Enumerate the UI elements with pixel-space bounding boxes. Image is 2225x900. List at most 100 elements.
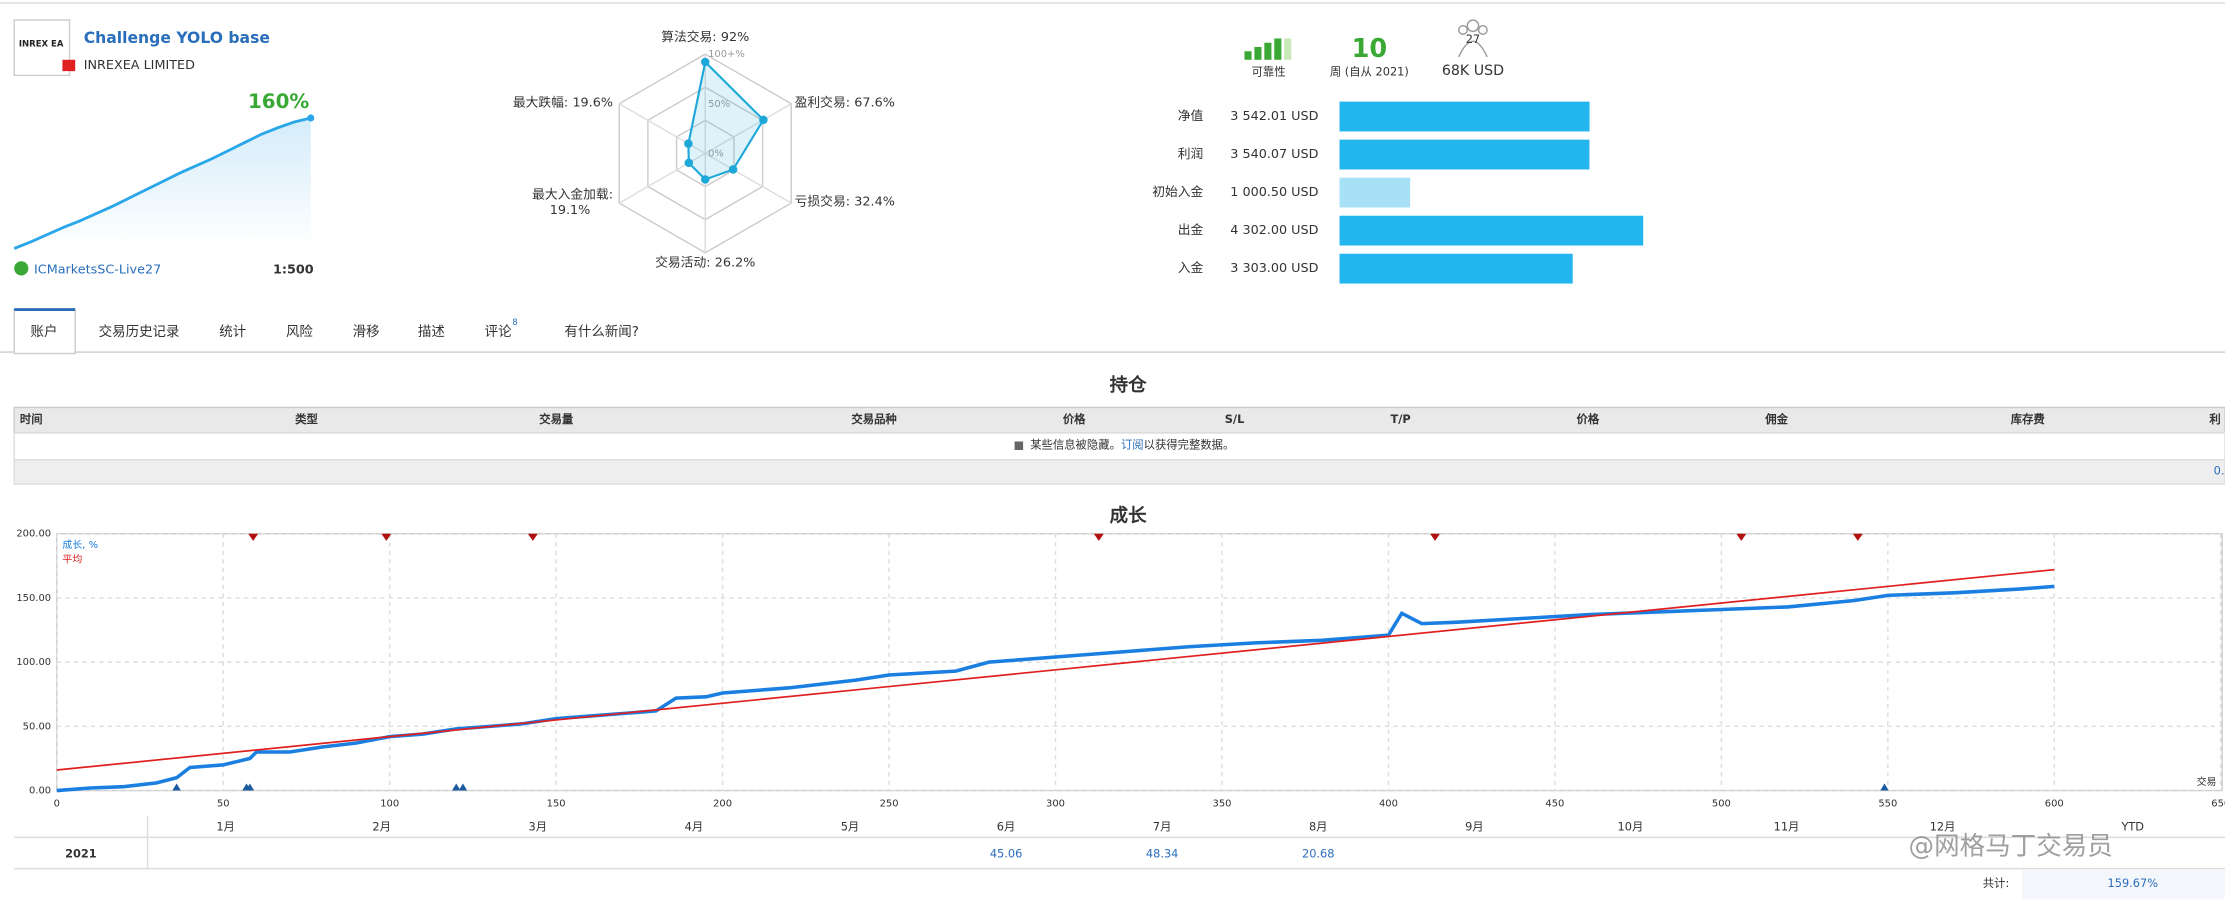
x-tick-label: 300	[1046, 798, 1065, 809]
month-value: 45.06	[990, 846, 1022, 860]
y-tick-label: 150.00	[16, 593, 51, 604]
month-value: 20.68	[1302, 846, 1334, 860]
top-marker	[248, 533, 259, 541]
radar-point	[759, 115, 768, 125]
radar-value: 19.6%	[572, 95, 613, 110]
bottom-marker	[172, 783, 181, 791]
balance-bar	[1339, 139, 1590, 170]
tab[interactable]: 统计	[219, 324, 246, 340]
top-marker	[527, 533, 538, 541]
month: 3月	[529, 819, 548, 833]
y-tick-label: 200.00	[16, 529, 51, 540]
tab[interactable]: 风险	[286, 324, 313, 340]
month: YTD	[2120, 819, 2144, 833]
radar-point	[728, 165, 738, 174]
growth-title: 成长	[1110, 505, 1147, 527]
year: 2021	[65, 846, 97, 860]
column-header: T/P	[1390, 412, 1410, 426]
balance-label: 净值	[1178, 108, 1204, 124]
x-tick-label: 650	[2211, 798, 2225, 809]
footer-value: 0.	[2214, 463, 2225, 477]
column-header: 交易量	[539, 412, 574, 426]
bottom-marker	[458, 783, 468, 791]
x-tick-label: 150	[547, 798, 566, 809]
month: 5月	[841, 819, 860, 833]
x-tick-label: 0	[54, 798, 60, 809]
column-header: 佣金	[1764, 412, 1788, 426]
total-cell	[2022, 870, 2225, 899]
month-value: 48.34	[1146, 846, 1178, 860]
bottom-marker	[452, 783, 461, 791]
reliability-label: 可靠性	[1252, 65, 1286, 79]
balance-bar	[1339, 215, 1644, 246]
positions-title: 持仓	[1110, 374, 1147, 396]
x-tick-label: 50	[217, 798, 230, 809]
x-tick-label: 600	[2045, 798, 2064, 809]
total-label: 共计:	[1983, 876, 2010, 890]
balance-label: 入金	[1178, 260, 1204, 276]
column-header: 价格	[1063, 412, 1086, 426]
notice: 某些信息被隐藏。订阅以获得完整数据。	[1030, 438, 1234, 452]
balance-label: 出金	[1178, 222, 1204, 238]
balance-text: 4 302.00 USD	[1230, 223, 1318, 238]
radar-value: 19.1%	[550, 203, 591, 218]
flag	[62, 59, 76, 72]
y-tick-label: 50.00	[23, 721, 51, 732]
radar-name: 亏损交易:	[795, 193, 850, 209]
top-marker	[1736, 533, 1747, 541]
top-marker	[1430, 533, 1441, 541]
radar-label: 交易活动: 26.2%	[655, 254, 755, 270]
weeks: 10	[1352, 34, 1388, 64]
x-tick-label: 250	[880, 798, 899, 809]
tab[interactable]: 描述	[418, 324, 445, 340]
radar-spoke	[704, 152, 792, 204]
tab[interactable]: 有什么新闻?	[564, 324, 639, 340]
radar-point	[684, 139, 693, 148]
radar-area	[687, 59, 765, 181]
sparkline-end	[307, 114, 315, 122]
radar-point	[700, 175, 710, 184]
weeks-label: 周 (自从 2021)	[1330, 65, 1409, 79]
subscribers-icon	[1458, 19, 1488, 58]
y-tick-label: 100.00	[16, 657, 51, 668]
server[interactable]: ICMarketsSC-Live27	[34, 262, 161, 277]
top-marker	[1852, 533, 1863, 541]
active-tab	[13, 308, 76, 355]
radar-name: 算法交易:	[661, 29, 716, 45]
tab[interactable]: 评论	[485, 324, 512, 340]
column-header: S/L	[1225, 412, 1245, 426]
radar-label: 最大入金加载: 19.1%	[532, 186, 613, 218]
reliability-icon	[1244, 38, 1292, 60]
verified-icon	[14, 261, 29, 276]
month: 4月	[685, 819, 704, 833]
column-header: 利	[2208, 412, 2220, 426]
tab[interactable]: 账户	[31, 323, 58, 340]
radar-tick: 50%	[708, 99, 730, 110]
month: 9月	[1465, 819, 1484, 833]
series-line	[56, 584, 2055, 793]
x-tick-label: 450	[1545, 798, 1564, 809]
balance-text: 3 542.01 USD	[1230, 109, 1318, 124]
legend-entry: 平均	[62, 553, 82, 565]
top-marker	[1093, 533, 1104, 541]
balance-bar	[1339, 177, 1411, 208]
tab[interactable]: 交易历史记录	[99, 323, 180, 340]
bottom-marker	[245, 783, 255, 791]
column-header: 类型	[295, 412, 318, 426]
x-tick-label: 400	[1379, 798, 1398, 809]
radar-spoke	[704, 103, 792, 155]
tab[interactable]: 滑移	[353, 324, 380, 340]
series-line	[56, 568, 2055, 771]
month: 12月	[1930, 819, 1956, 833]
top-marker	[381, 533, 392, 541]
month: 7月	[1153, 819, 1172, 833]
x-tick-label: 350	[1213, 798, 1232, 809]
month: 11月	[1774, 819, 1800, 833]
column-header: 库存费	[2011, 412, 2046, 426]
balance-bar	[1339, 101, 1590, 132]
logo-text: INREX EA	[19, 40, 64, 50]
month: 8月	[1309, 819, 1328, 833]
column-header: 价格	[1577, 412, 1600, 426]
account-title[interactable]: Challenge YOLO base	[84, 29, 270, 47]
